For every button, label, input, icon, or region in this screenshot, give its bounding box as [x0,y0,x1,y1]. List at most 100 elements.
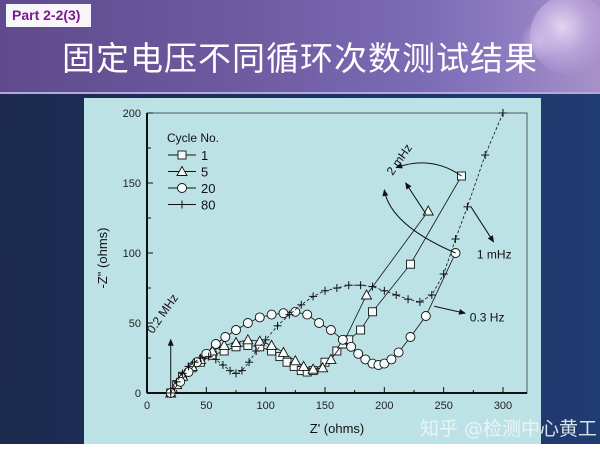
chart-legend: Cycle No. 1 520 80 [167,131,219,213]
data-point-plus [344,281,353,290]
y-tick-label: 100 [123,248,141,260]
data-point-plus [392,291,401,299]
slide-header: Part 2-2(3) 固定电压不同循环次数测试结果 [0,0,600,93]
data-point-plus [321,286,329,295]
data-point-triangle [325,353,337,364]
arrow-0-3hz [434,305,467,315]
data-point-triangle [253,335,266,346]
data-point-triangle [307,363,319,374]
series-line [170,210,429,394]
chart-panel [84,98,541,444]
data-point-triangle [218,339,230,350]
data-point-circle [420,311,431,321]
data-point-triangle [277,346,290,357]
slide-title: 固定电压不同循环次数测试结果 [62,39,538,78]
annotation-label: 1 mHz [477,248,512,262]
data-point-circle [379,358,390,369]
data-point-square [356,325,366,335]
data-point-circle [290,306,301,317]
data-point-plus [245,358,254,367]
data-point-plus [499,109,507,117]
y-tick-label: 200 [123,108,141,120]
chart-annotations: 0.2 MHz 2 mHz 1 mHz 0.3 Hz [144,141,512,393]
data-point-plus [356,281,365,290]
data-point-circle [266,309,277,320]
data-point-plus [297,300,306,309]
data-point-circle [231,325,241,335]
arrow-2mhz-2 [405,182,427,215]
data-point-triangle [265,339,278,350]
data-point-plus [196,354,205,362]
data-point-plus [190,358,199,367]
data-point-triangle [242,333,254,345]
legend-label: 20 [201,181,215,196]
data-point-plus [178,369,187,378]
data-point-circle [278,308,289,319]
data-point-circle [353,348,364,359]
section-badge: Part 2-2(3) [6,4,91,27]
data-point-circle [386,354,397,365]
x-tick-label: 0 [144,400,150,412]
chart-axes: 0 50 100 150 200 250 300 0 50 100 150 200 Z' (ohms) -… [95,108,528,436]
data-point-circle [210,339,221,349]
data-point-plus [332,284,341,292]
data-point-circle [325,325,336,335]
data-point-plus [261,335,270,344]
x-tick-label: 300 [494,400,512,412]
legend-label: 1 [201,148,208,163]
data-point-square [332,346,342,356]
annotation-label: 2 mHz [384,141,415,177]
data-point-triangle [360,289,373,300]
chart-series [164,109,507,398]
data-point-plus [218,361,227,369]
data-point-plus [427,291,436,299]
data-point-plus [451,235,460,243]
data-point-plus [211,355,220,364]
data-point-plus [380,286,389,295]
data-point-plus [309,292,318,301]
bottom-strip [0,444,600,450]
x-tick-label: 200 [375,400,393,412]
data-point-plus [404,295,413,304]
data-point-plus [232,369,240,378]
y-tick-label: 50 [129,318,141,330]
series-line [170,112,504,394]
x-tick-label: 100 [256,400,274,412]
data-point-plus [463,202,472,211]
y-axis-label: -Z" (ohms) [95,228,110,289]
data-point-plus [439,270,448,278]
x-tick-label: 250 [434,400,452,412]
data-point-plus [481,151,490,159]
data-point-plus [204,352,213,361]
data-point-circle [405,332,416,342]
data-point-plus [237,366,246,375]
data-point-plus [184,362,193,371]
data-point-circle [220,332,231,342]
data-point-plus [172,377,181,386]
data-point-circle [337,334,348,345]
legend-marker-circle [177,183,187,193]
data-point-plus [252,347,261,355]
data-point-plus [273,321,282,330]
legend-label: 80 [201,198,215,213]
header-divider [0,92,600,94]
data-point-triangle [289,354,302,366]
data-point-plus [415,298,424,306]
arrow-1mhz [470,206,495,243]
data-point-circle [254,312,265,323]
legend-label: 5 [201,165,208,180]
series-cycle-5 [164,205,435,398]
data-point-triangle [297,360,310,371]
data-point-plus [285,310,294,319]
decorative-orb-small [520,20,560,60]
legend-title: Cycle No. [167,131,219,145]
annotation-label: 0.3 Hz [470,311,505,325]
y-tick-label: 150 [123,178,141,190]
watermark: 知乎 @检测中心黄工 [420,418,598,440]
data-point-plus [226,366,235,375]
legend-marker-square [177,150,187,160]
x-axis-label: Z' (ohms) [310,421,364,436]
arrow-2mhz-1 [395,162,462,177]
series-cycle-80 [166,109,507,397]
data-point-circle [393,347,404,358]
